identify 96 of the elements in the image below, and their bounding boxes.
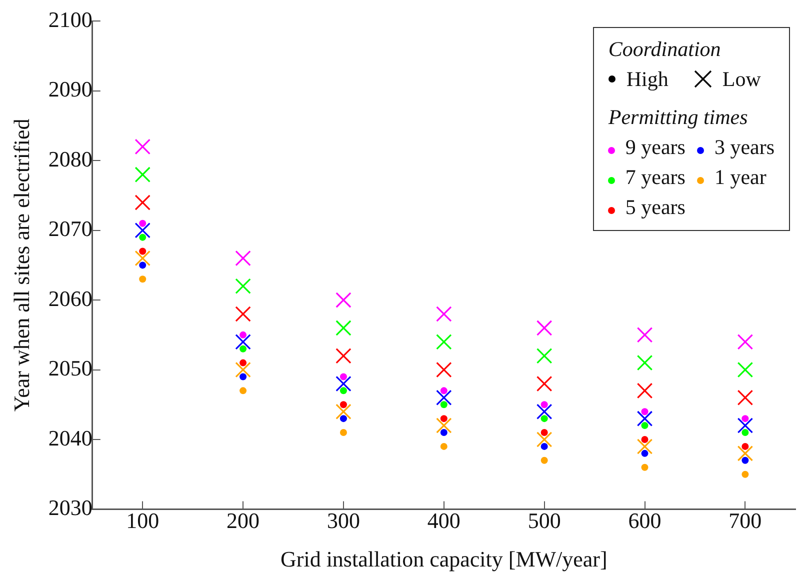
- point: [134, 194, 150, 210]
- point: [336, 292, 352, 308]
- annotation: High: [626, 66, 668, 94]
- y-tick-label: 2070: [48, 216, 92, 242]
- point: [336, 404, 352, 420]
- point: [240, 359, 247, 366]
- point: [340, 401, 347, 408]
- point: [340, 373, 347, 380]
- y-tick-label: 2080: [48, 146, 92, 172]
- point: [235, 306, 251, 322]
- y-tick-label: 2030: [48, 494, 92, 520]
- point: [235, 250, 251, 266]
- point: [436, 418, 452, 434]
- point: [134, 166, 150, 182]
- point: [235, 362, 251, 378]
- y-tick-label: 2040: [48, 425, 92, 450]
- point: [636, 438, 653, 454]
- point: [742, 415, 749, 422]
- point: [737, 334, 754, 350]
- legend-label: 5 years: [624, 194, 686, 222]
- point: [641, 436, 648, 443]
- point: [134, 138, 150, 155]
- point: [440, 401, 448, 408]
- point: [540, 442, 548, 450]
- point: [536, 348, 552, 364]
- y-tick-label: 2060: [48, 286, 92, 311]
- point: [641, 464, 648, 471]
- point: [536, 432, 552, 448]
- y-axis-title: Year when all sites are electrified: [8, 118, 34, 412]
- point: [134, 250, 150, 266]
- point: [336, 348, 352, 364]
- y-tick-label: 2100: [48, 6, 92, 32]
- point: [540, 401, 548, 408]
- x-tick-label: 600: [628, 508, 662, 534]
- x-tick-label: 700: [728, 508, 762, 534]
- point: [436, 362, 452, 378]
- point: [336, 320, 352, 336]
- point: [636, 382, 653, 399]
- x-tick-label: 500: [528, 508, 561, 534]
- point: [240, 345, 247, 352]
- point: [742, 456, 749, 464]
- point: [235, 334, 251, 350]
- point: [636, 410, 653, 426]
- legend-label: 3 years: [713, 134, 775, 162]
- point: [340, 429, 347, 436]
- point: [134, 222, 150, 238]
- legend-title: Permitting times: [608, 104, 749, 132]
- annotation: Coordination: [608, 36, 722, 64]
- point: [742, 470, 749, 478]
- point: [336, 376, 352, 392]
- point: [436, 390, 452, 406]
- point: [139, 262, 146, 269]
- y-tick-label: 2050: [48, 356, 92, 381]
- point: [536, 404, 552, 420]
- legend-label: 7 years: [624, 164, 686, 192]
- point: [139, 220, 146, 227]
- point: [742, 442, 749, 450]
- point: [240, 373, 247, 380]
- point: [440, 415, 448, 422]
- point: [540, 429, 548, 436]
- legend-label: 9 years: [624, 134, 686, 162]
- point: [737, 390, 754, 406]
- y-tick-label: 2090: [48, 76, 92, 102]
- point: [536, 376, 552, 392]
- point: [641, 450, 648, 457]
- point: [440, 429, 448, 436]
- point: [540, 456, 548, 464]
- point: [440, 387, 448, 394]
- point: [540, 415, 548, 422]
- point: [436, 306, 452, 322]
- point: [742, 429, 749, 436]
- x-axis-title: Grid installation capacity [MW/year]: [280, 546, 608, 572]
- point: [636, 354, 653, 371]
- point: [139, 276, 146, 283]
- x-tick-label: 300: [326, 508, 360, 534]
- legend-label: 1 year: [713, 164, 768, 192]
- point: [440, 442, 448, 450]
- annotation: Low: [722, 66, 761, 94]
- point: [641, 422, 648, 430]
- point: [641, 408, 648, 416]
- x-tick-label: 100: [126, 508, 160, 534]
- point: [737, 362, 754, 378]
- point: [340, 415, 347, 422]
- x-tick-label: 400: [427, 508, 460, 534]
- point: [139, 234, 146, 241]
- point: [240, 387, 247, 394]
- point: [235, 278, 251, 294]
- point: [340, 387, 347, 394]
- point: [536, 320, 552, 336]
- point: [737, 446, 754, 462]
- x-tick-label: 200: [226, 508, 260, 534]
- point: [139, 248, 146, 255]
- point: [737, 418, 754, 434]
- point: [240, 331, 247, 338]
- point: [436, 334, 452, 350]
- point: [636, 327, 653, 343]
